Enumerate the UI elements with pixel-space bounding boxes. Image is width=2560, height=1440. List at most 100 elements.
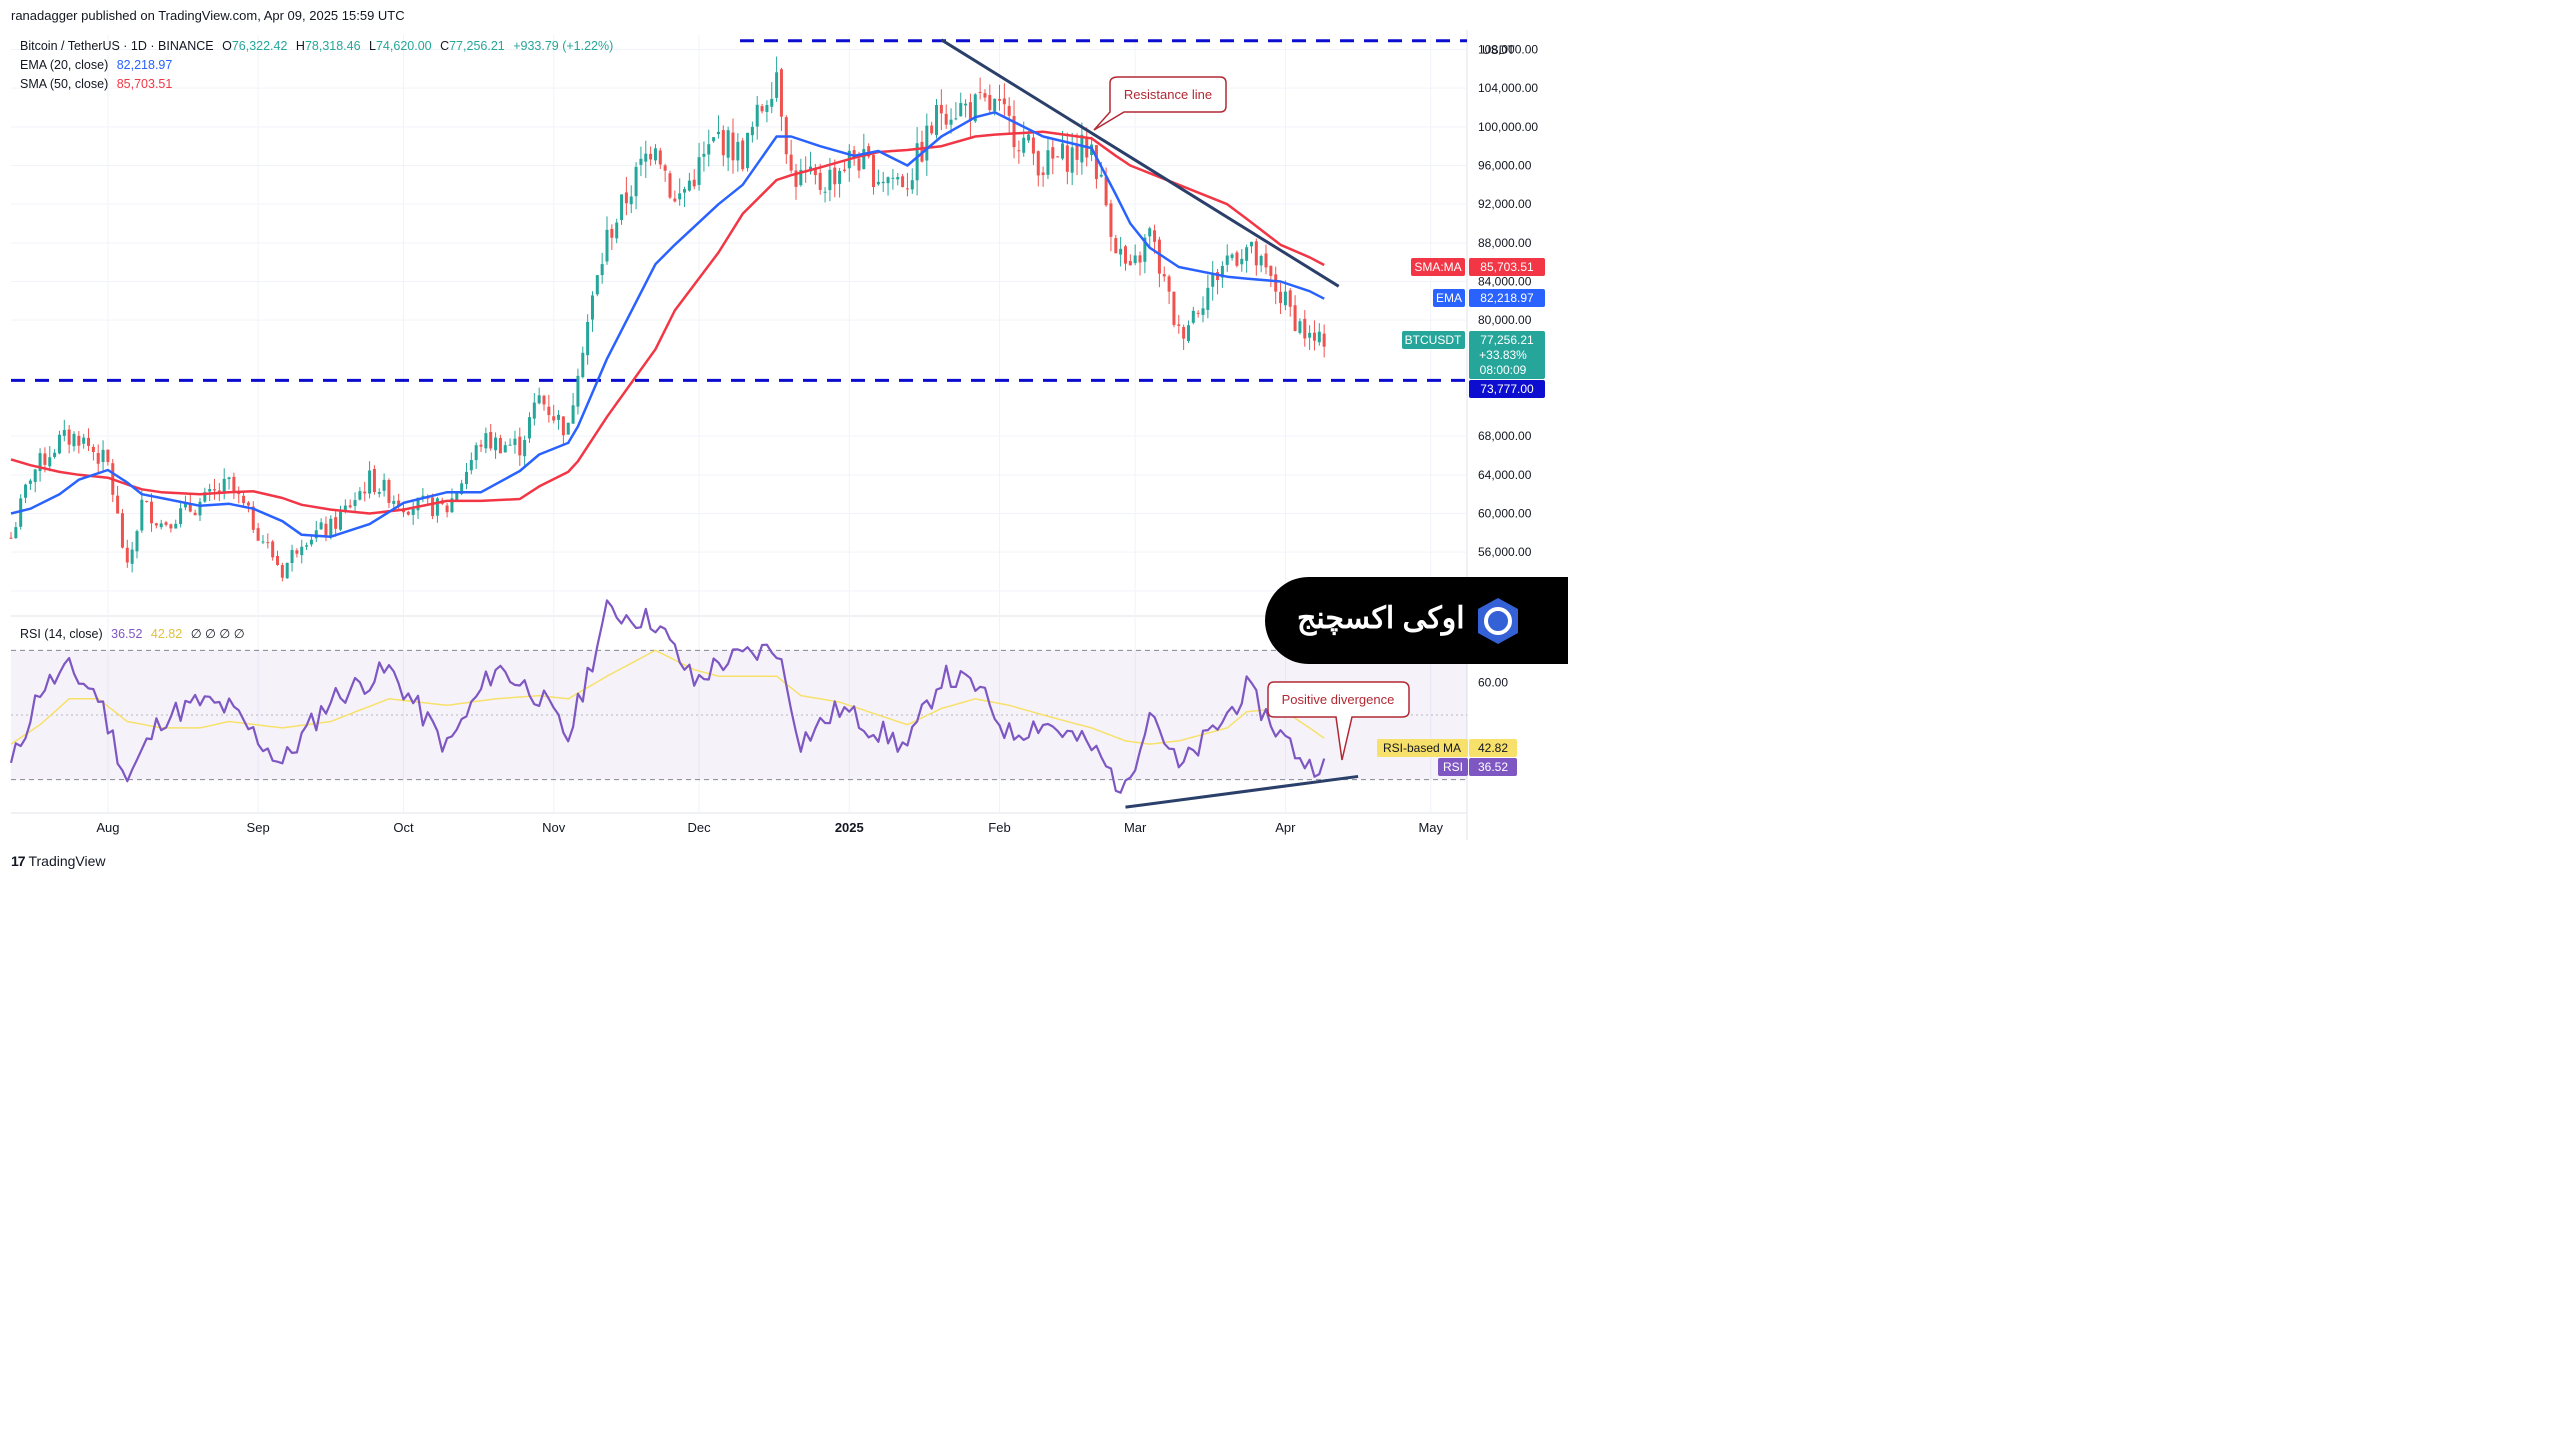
candle-body (799, 169, 803, 186)
candle-body (842, 169, 846, 171)
candle-body (736, 141, 740, 161)
support-level-tag-bg (1469, 380, 1545, 398)
divergence-callout[interactable]: Positive divergence (1267, 681, 1410, 761)
price-tick-label: 88,000.00 (1478, 236, 1532, 250)
price-pane[interactable] (11, 30, 1467, 615)
symbol-legend[interactable]: Bitcoin / TetherUS · 1D · BINANCE O76,32… (20, 39, 618, 53)
ema-legend[interactable]: EMA (20, close) 82,218.97 (20, 58, 177, 72)
candle-body (397, 500, 401, 507)
candle-body (1206, 287, 1210, 310)
candle-body (334, 517, 338, 529)
candle-body (1216, 272, 1220, 281)
candle-body (324, 523, 328, 536)
candle-body (561, 416, 565, 436)
candle-body (87, 437, 91, 446)
candle-body (678, 193, 682, 200)
axis-layer: AugSepOctNovDec2025FebMarAprMay52,000.00… (96, 43, 1538, 836)
candle-body (867, 146, 871, 157)
candle-body (620, 194, 624, 220)
rsi-legend-extra: ∅ ∅ ∅ ∅ (190, 627, 245, 641)
candle-body (232, 476, 236, 492)
price-tick-label: 80,000.00 (1478, 313, 1532, 327)
trendline-layer[interactable] (940, 38, 1359, 809)
candle-body (901, 176, 905, 188)
candle-body (1288, 290, 1292, 307)
candle-body (1119, 248, 1123, 255)
candle-body (174, 523, 178, 529)
sma-legend[interactable]: SMA (50, close) 85,703.51 (20, 77, 177, 91)
candle-body (9, 537, 13, 539)
candle-body (208, 489, 212, 492)
rsi-legend[interactable]: RSI (14, close) 36.52 42.82 ∅ ∅ ∅ ∅ (20, 626, 250, 641)
candle-body (1128, 261, 1132, 266)
candle-body (1182, 327, 1186, 339)
candle-body (1012, 116, 1016, 148)
candle-body (96, 453, 100, 464)
candle-body (993, 98, 997, 112)
candle-body (629, 196, 633, 205)
price-tick-label: 92,000.00 (1478, 197, 1532, 211)
chart-window: ranadagger published on TradingView.com,… (0, 0, 1568, 880)
candle-body (712, 137, 716, 142)
candle-body (242, 495, 246, 504)
tradingview-logo[interactable]: 17 TradingView (11, 853, 106, 869)
candle-body (1099, 174, 1103, 177)
candle-body (82, 437, 86, 444)
candle-body (978, 91, 982, 93)
candle-body (53, 452, 57, 458)
candle-body (329, 518, 333, 537)
candle-body (179, 508, 183, 525)
resistance-callout-label: Resistance line (1124, 87, 1212, 102)
price-tick-label: 100,000.00 (1478, 120, 1538, 134)
candle-body (615, 222, 619, 239)
candle-body (1007, 105, 1011, 116)
candle-body (43, 453, 47, 465)
candle-body (479, 444, 483, 447)
bar-countdown: 08:00:09 (1480, 363, 1527, 377)
candle-body (314, 530, 318, 539)
candle-body (1157, 239, 1161, 274)
sma-tag-value-bg (1469, 258, 1545, 276)
candle-body (1264, 253, 1268, 268)
candle-body (1322, 333, 1326, 347)
candle-body (876, 181, 880, 185)
price-tick-label: 64,000.00 (1478, 468, 1532, 482)
tradingview-logo-text: TradingView (28, 853, 106, 869)
time-tick-label: Oct (393, 820, 414, 835)
candle-body (755, 104, 759, 127)
candle-body (1109, 203, 1113, 237)
horizontal-levels[interactable] (11, 39, 1467, 382)
candle-body (421, 495, 425, 497)
candle-body (765, 104, 769, 112)
candle-body (246, 502, 250, 506)
okex-watermark-text: اوکی اکسچنج (1297, 602, 1465, 635)
sma-tag-label: SMA:MA (1414, 260, 1461, 274)
price-tick-label: 68,000.00 (1478, 429, 1532, 443)
candle-body (494, 437, 498, 451)
candle-body (624, 192, 628, 204)
candle-body (566, 422, 570, 435)
ema-tag-label-bg (1433, 289, 1465, 307)
currency-label: USDT (1482, 43, 1515, 57)
candle-body (343, 505, 347, 510)
candle-body (968, 102, 972, 121)
chart-canvas[interactable]: AugSepOctNovDec2025FebMarAprMay52,000.00… (0, 0, 1568, 880)
candle-body (227, 477, 231, 480)
grid-layer (11, 35, 1467, 812)
candle-body (14, 527, 18, 539)
candle-body (455, 492, 459, 500)
candle-body (1235, 252, 1239, 266)
rsi-ma-tag-value-bg (1469, 739, 1517, 757)
candle-body (1249, 241, 1253, 247)
candle-body (775, 72, 779, 98)
time-tick-label: Apr (1275, 820, 1296, 835)
candle-body (857, 158, 861, 171)
resistance-callout[interactable]: Resistance line (1093, 76, 1227, 131)
candle-body (363, 491, 367, 494)
candle-body (692, 179, 696, 187)
rsi-tag: RSI 36.52 (1438, 758, 1517, 776)
candle-body (881, 181, 885, 184)
candle-body (188, 503, 192, 512)
candle-body (518, 436, 522, 456)
candle-body (716, 131, 720, 135)
